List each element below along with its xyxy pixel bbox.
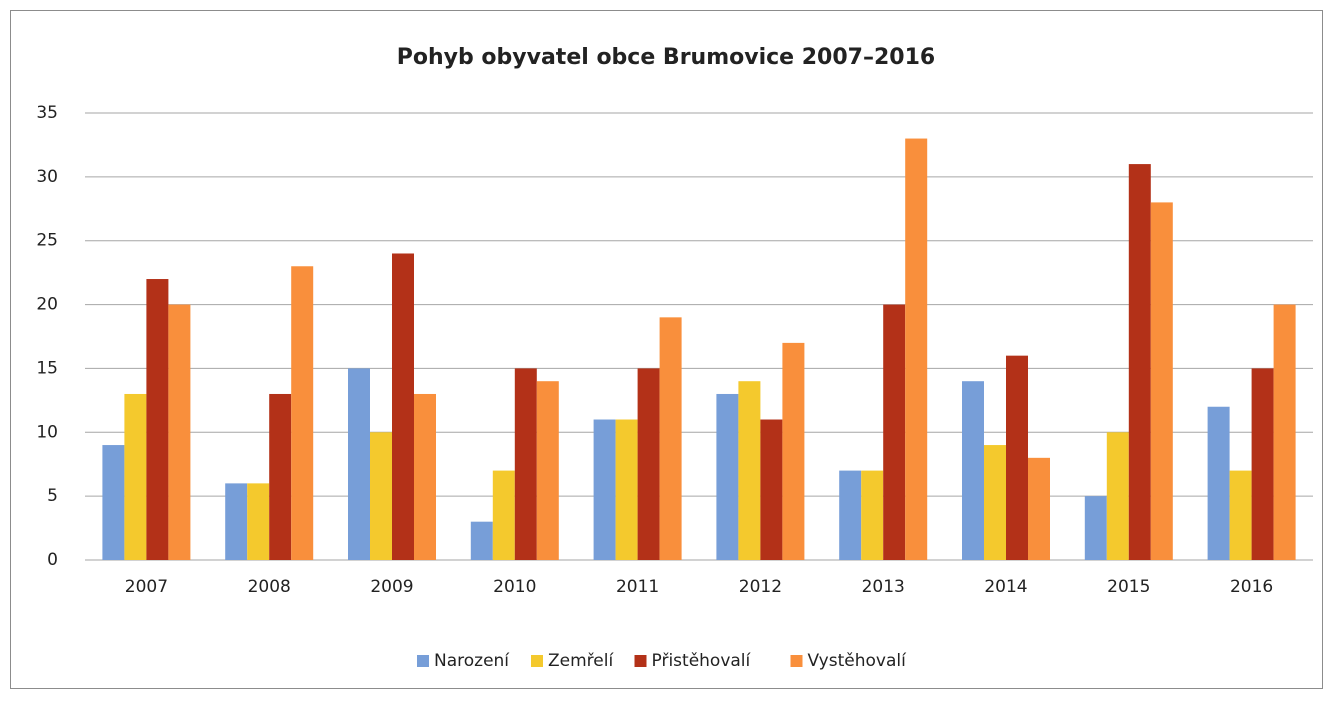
bar xyxy=(146,279,169,560)
x-tick-label: 2008 xyxy=(248,577,291,597)
bar xyxy=(492,470,515,560)
x-tick-label: 2012 xyxy=(739,577,782,597)
bar xyxy=(370,432,392,560)
bar xyxy=(291,266,314,560)
bar xyxy=(1006,355,1028,560)
y-tick-label: 20 xyxy=(36,295,58,315)
x-tick-label: 2009 xyxy=(370,577,413,597)
bar xyxy=(782,342,805,560)
bar xyxy=(414,393,436,560)
x-tick-label: 2014 xyxy=(984,577,1027,597)
bar xyxy=(514,368,537,560)
bar xyxy=(247,483,270,560)
bar xyxy=(861,470,884,560)
x-tick-label: 2011 xyxy=(616,577,659,597)
bar xyxy=(102,445,125,560)
y-tick-label: 35 xyxy=(36,103,58,123)
legend-label: Narození xyxy=(434,651,510,671)
bar xyxy=(1106,432,1129,560)
bar xyxy=(536,381,559,560)
bar xyxy=(905,138,928,561)
bar xyxy=(839,470,862,560)
y-tick-label: 10 xyxy=(36,422,58,442)
y-tick-label: 30 xyxy=(36,167,58,187)
y-tick-label: 15 xyxy=(36,358,58,378)
bar xyxy=(738,381,761,560)
bar xyxy=(1229,470,1252,560)
bar xyxy=(225,483,248,560)
bar xyxy=(659,317,682,560)
bar xyxy=(615,419,638,560)
legend-swatch xyxy=(531,655,543,667)
bar xyxy=(392,253,414,560)
legend-label: Vystěhovalí xyxy=(808,651,908,671)
bar xyxy=(1207,406,1230,560)
chart-title: Pohyb obyvatel obce Brumovice 2007–2016 xyxy=(397,45,935,70)
y-tick-label: 0 xyxy=(47,550,58,570)
legend-swatch xyxy=(417,655,429,667)
bar xyxy=(716,393,739,560)
bar xyxy=(1251,368,1274,560)
x-tick-label: 2007 xyxy=(125,577,168,597)
bar xyxy=(637,368,660,560)
bar xyxy=(883,304,906,560)
bar xyxy=(1150,202,1173,560)
x-tick-label: 2015 xyxy=(1107,577,1150,597)
bar xyxy=(984,445,1006,560)
x-tick-label: 2016 xyxy=(1230,577,1273,597)
legend-label: Zemřelí xyxy=(548,651,614,671)
bar xyxy=(1273,304,1296,560)
bar xyxy=(760,419,783,560)
legend-swatch xyxy=(634,655,647,667)
y-tick-label: 25 xyxy=(36,231,58,251)
bar xyxy=(124,393,147,560)
bar xyxy=(593,419,616,560)
x-tick-label: 2010 xyxy=(493,577,536,597)
bar xyxy=(1028,457,1050,560)
x-tick-label: 2013 xyxy=(862,577,905,597)
bar xyxy=(348,368,370,560)
bar xyxy=(1084,496,1107,560)
legend-label: Přistěhovalí xyxy=(652,651,752,671)
bar xyxy=(470,521,493,560)
legend-swatch xyxy=(790,655,803,667)
y-tick-label: 5 xyxy=(47,486,58,506)
bar xyxy=(962,381,984,560)
bar xyxy=(168,304,191,560)
bar xyxy=(269,393,292,560)
bar xyxy=(1128,164,1151,561)
